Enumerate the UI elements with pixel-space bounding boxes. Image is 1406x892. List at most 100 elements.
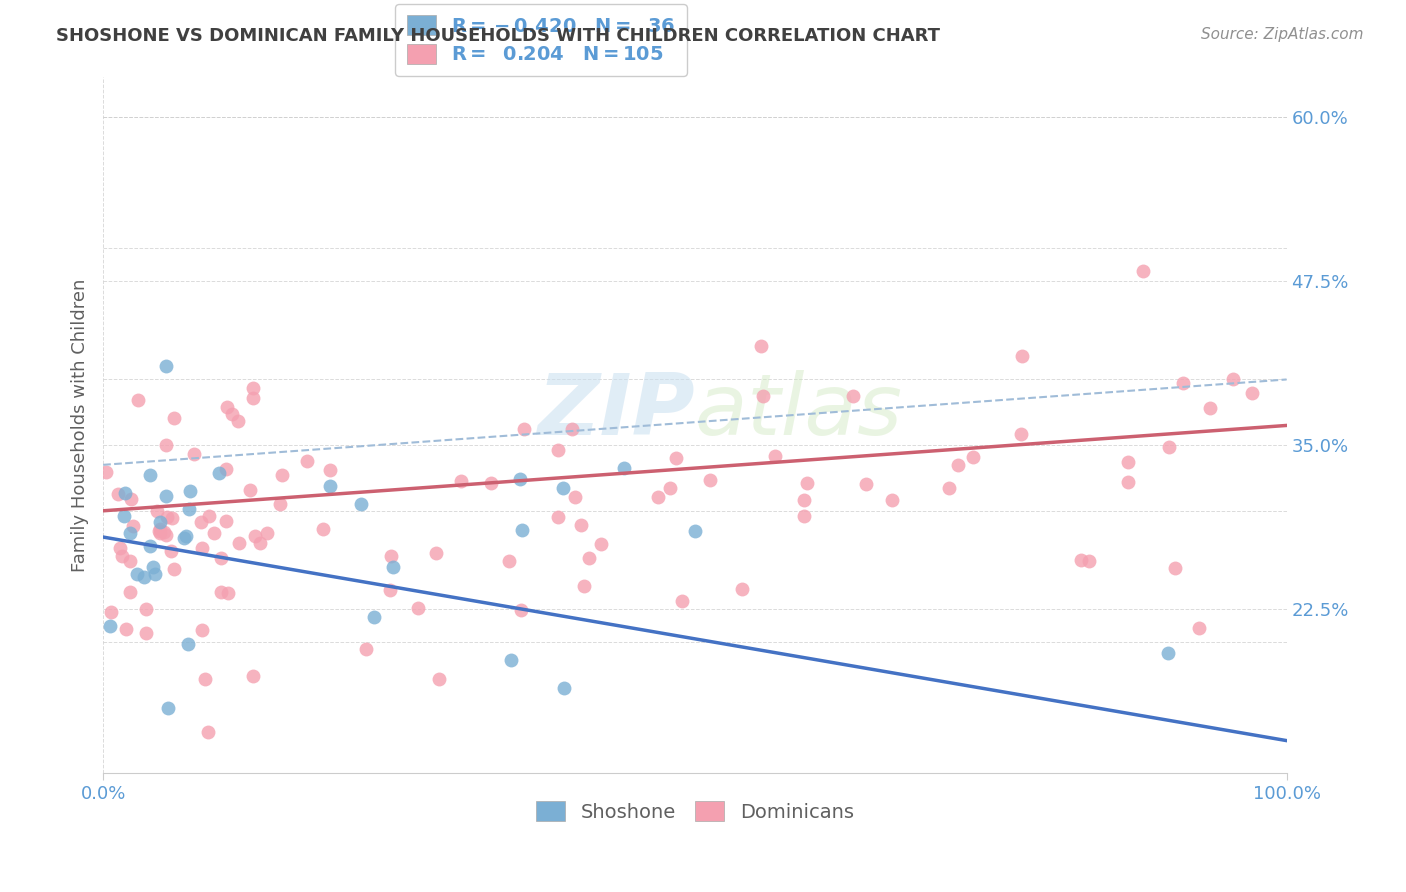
Point xyxy=(118,525,141,540)
Point xyxy=(793,493,815,508)
Point xyxy=(962,450,984,464)
Point xyxy=(204,526,226,541)
Point xyxy=(215,462,238,476)
Point xyxy=(561,422,583,436)
Point xyxy=(665,451,688,466)
Point xyxy=(118,554,141,568)
Point xyxy=(1011,349,1033,363)
Point xyxy=(948,458,970,473)
Point xyxy=(479,475,502,490)
Point xyxy=(155,359,177,374)
Point xyxy=(120,585,142,599)
Point xyxy=(173,532,195,546)
Point xyxy=(356,642,378,657)
Point xyxy=(1116,475,1139,490)
Point xyxy=(94,465,117,479)
Text: ZIP: ZIP xyxy=(537,370,695,453)
Point xyxy=(135,601,157,615)
Point xyxy=(208,466,231,480)
Point xyxy=(425,546,447,560)
Point xyxy=(155,438,177,452)
Point xyxy=(217,586,239,600)
Point xyxy=(572,579,595,593)
Point xyxy=(125,567,148,582)
Point xyxy=(191,623,214,637)
Point xyxy=(228,414,250,428)
Point xyxy=(194,672,217,686)
Point xyxy=(855,477,877,491)
Point xyxy=(215,514,238,528)
Point xyxy=(211,551,233,566)
Point xyxy=(197,508,219,523)
Y-axis label: Family Households with Children: Family Households with Children xyxy=(72,279,89,572)
Point xyxy=(155,509,177,524)
Point xyxy=(498,554,520,568)
Point xyxy=(139,539,162,553)
Point xyxy=(1070,553,1092,567)
Point xyxy=(115,622,138,636)
Point xyxy=(157,700,180,714)
Point xyxy=(209,584,232,599)
Point xyxy=(450,474,472,488)
Point xyxy=(1199,401,1222,415)
Point xyxy=(578,550,600,565)
Point xyxy=(1078,554,1101,568)
Point xyxy=(183,447,205,461)
Point xyxy=(148,524,170,538)
Point xyxy=(1157,646,1180,660)
Point xyxy=(174,529,197,543)
Point xyxy=(1188,621,1211,635)
Point xyxy=(796,476,818,491)
Point xyxy=(179,483,201,498)
Point xyxy=(179,502,201,516)
Point xyxy=(243,529,266,543)
Point xyxy=(256,526,278,541)
Point xyxy=(647,490,669,504)
Point xyxy=(190,515,212,529)
Point xyxy=(938,481,960,495)
Point xyxy=(160,511,183,525)
Point xyxy=(127,393,149,408)
Point xyxy=(380,549,402,563)
Point xyxy=(427,673,450,687)
Point xyxy=(553,681,575,695)
Point xyxy=(699,473,721,487)
Point xyxy=(378,583,401,598)
Point xyxy=(513,421,536,435)
Point xyxy=(752,389,775,403)
Point xyxy=(146,504,169,518)
Point xyxy=(509,472,531,486)
Point xyxy=(793,508,815,523)
Point xyxy=(221,407,243,421)
Point xyxy=(163,561,186,575)
Point xyxy=(271,468,294,483)
Point xyxy=(111,549,134,563)
Point xyxy=(155,489,177,503)
Point xyxy=(98,618,121,632)
Point xyxy=(120,491,142,506)
Point xyxy=(589,537,612,551)
Text: SHOSHONE VS DOMINICAN FAMILY HOUSEHOLDS WITH CHILDREN CORRELATION CHART: SHOSHONE VS DOMINICAN FAMILY HOUSEHOLDS … xyxy=(56,27,941,45)
Point xyxy=(613,460,636,475)
Point xyxy=(142,559,165,574)
Point xyxy=(249,536,271,550)
Point xyxy=(553,481,575,495)
Point xyxy=(242,669,264,683)
Point xyxy=(135,626,157,640)
Point xyxy=(1010,427,1032,442)
Point xyxy=(107,486,129,500)
Point xyxy=(564,490,586,504)
Point xyxy=(190,541,212,555)
Point xyxy=(100,605,122,619)
Point xyxy=(149,525,172,540)
Point xyxy=(155,528,177,542)
Point xyxy=(1171,376,1194,390)
Point xyxy=(499,653,522,667)
Point xyxy=(749,339,772,353)
Point xyxy=(242,381,264,395)
Point xyxy=(132,569,155,583)
Point xyxy=(1116,455,1139,469)
Point xyxy=(138,467,160,482)
Point xyxy=(122,519,145,533)
Point xyxy=(143,567,166,582)
